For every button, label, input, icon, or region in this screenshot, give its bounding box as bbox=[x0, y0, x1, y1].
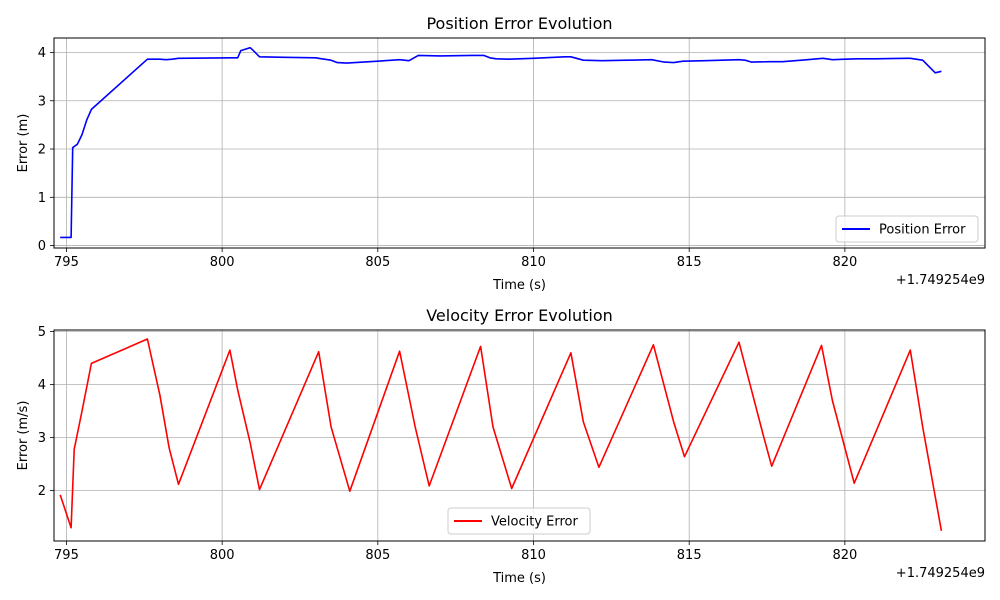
x-offset-label: +1.749254e9 bbox=[896, 566, 985, 581]
y-axis-label: Error (m) bbox=[16, 114, 31, 173]
x-tick-label: 800 bbox=[210, 548, 235, 563]
axis-ticks: 795 800 805 810 815 820 2 3 4 5 bbox=[38, 325, 858, 563]
x-tick-label: 810 bbox=[521, 548, 546, 563]
x-tick-label: 815 bbox=[677, 548, 702, 563]
x-tick-label: 820 bbox=[832, 255, 857, 270]
x-tick-label: 795 bbox=[54, 548, 79, 563]
y-axis-label: Error (m/s) bbox=[16, 401, 31, 471]
x-axis-label: Time (s) bbox=[492, 278, 546, 293]
y-tick-label: 3 bbox=[38, 94, 46, 109]
x-tick-label: 805 bbox=[365, 548, 390, 563]
y-tick-label: 4 bbox=[38, 46, 46, 61]
y-tick-label: 3 bbox=[38, 431, 46, 446]
x-tick-label: 800 bbox=[210, 255, 235, 270]
legend: Position Error bbox=[835, 215, 979, 243]
legend: Velocity Error bbox=[447, 507, 591, 535]
series-line bbox=[59, 338, 943, 532]
x-axis-label: Time (s) bbox=[492, 571, 546, 586]
x-tick-label: 815 bbox=[677, 255, 702, 270]
x-tick-label: 805 bbox=[365, 255, 390, 270]
x-tick-label: 820 bbox=[832, 548, 857, 563]
x-offset-label: +1.749254e9 bbox=[896, 273, 985, 288]
plot-frame bbox=[53, 37, 986, 249]
legend-box bbox=[835, 215, 979, 243]
x-tick-label: 795 bbox=[54, 255, 79, 270]
legend-box bbox=[447, 507, 591, 535]
y-tick-label: 2 bbox=[38, 484, 46, 499]
series-line bbox=[60, 46, 942, 239]
chart-title: Position Error Evolution bbox=[426, 14, 612, 33]
y-tick-label: 0 bbox=[38, 239, 46, 254]
y-tick-label: 1 bbox=[38, 191, 46, 206]
legend-label: Position Error bbox=[879, 223, 966, 238]
legend-label: Velocity Error bbox=[491, 515, 578, 530]
axis-ticks: 795 800 805 810 815 820 0 1 2 3 4 bbox=[38, 46, 858, 270]
plot-frame bbox=[53, 329, 986, 542]
grid bbox=[54, 38, 985, 248]
position-error-chart: 795 800 805 810 815 820 0 1 2 3 4 Position Error E… bbox=[16, 14, 986, 293]
x-tick-label: 810 bbox=[521, 255, 546, 270]
chart-title: Velocity Error Evolution bbox=[426, 306, 613, 325]
series-lines bbox=[59, 338, 943, 532]
y-tick-label: 4 bbox=[38, 378, 46, 393]
y-tick-label: 5 bbox=[38, 325, 46, 340]
y-tick-label: 2 bbox=[38, 143, 46, 158]
velocity-error-chart: 795 800 805 810 815 820 2 3 4 5 Velocity Error Ev… bbox=[16, 306, 986, 586]
series-lines bbox=[60, 46, 942, 239]
